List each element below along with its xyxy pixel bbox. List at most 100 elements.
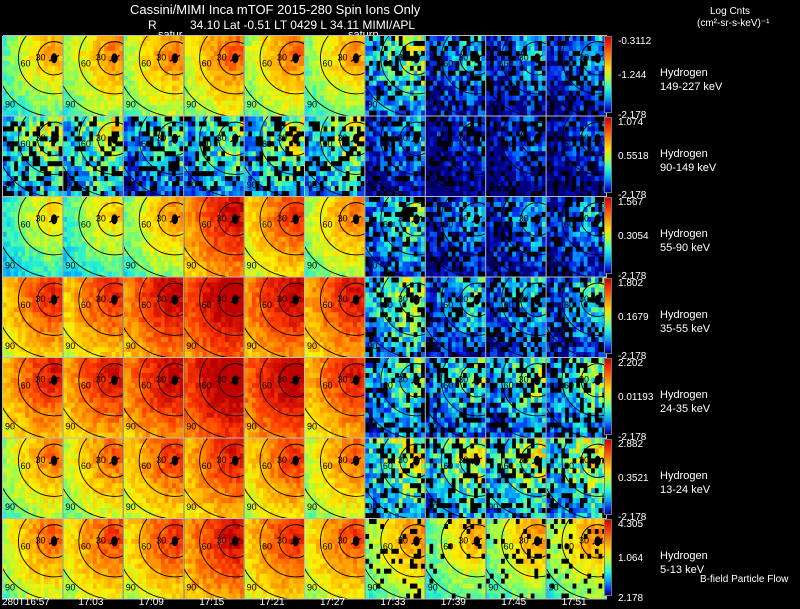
- contour-label: 90: [5, 583, 15, 593]
- contour-label: 90: [428, 502, 438, 512]
- contour-label: 90: [65, 502, 75, 512]
- contour-label: 60: [383, 300, 393, 310]
- image-panel: 30 60 90: [425, 358, 486, 438]
- contour-label: 60: [383, 541, 393, 551]
- contour-label: 60: [322, 300, 332, 310]
- contour-line: [399, 363, 425, 398]
- contour-line: [78, 116, 123, 175]
- contour-label: 30: [458, 213, 468, 223]
- contour-label: 30: [519, 52, 529, 62]
- contour-line: [459, 121, 486, 156]
- image-panel: 30 60 90: [365, 438, 425, 518]
- contour-label: 60: [564, 380, 574, 390]
- image-panel: 30 60 90: [425, 438, 486, 518]
- contour-label: 90: [186, 261, 196, 271]
- contour-line: [218, 443, 244, 478]
- contour-label: 30: [337, 535, 347, 545]
- contour-label: 90: [247, 422, 257, 432]
- contour-label: 60: [564, 139, 574, 149]
- contour-line: [440, 197, 486, 256]
- contour-label: 60: [383, 58, 393, 68]
- contour-label: 60: [20, 58, 30, 68]
- contour-label: 30: [156, 213, 166, 223]
- contour-line: [78, 358, 123, 417]
- contour-line: [459, 363, 486, 398]
- contour-label: 30: [156, 535, 166, 545]
- contour-label: 30: [458, 374, 468, 384]
- contour-label: 60: [141, 541, 151, 551]
- contour-line: [339, 41, 365, 76]
- contour-line: [380, 358, 425, 417]
- contour-line: [278, 202, 305, 237]
- contour-label: 90: [126, 100, 136, 110]
- image-panel: 30 60 90: [123, 358, 184, 438]
- contour-label: 90: [367, 422, 377, 432]
- contour-label: 30: [398, 455, 408, 465]
- image-panel: 30 60 90: [425, 277, 486, 357]
- image-panel: 30 60 90: [123, 36, 184, 116]
- scale-max-value: 2.882: [618, 438, 644, 450]
- contour-line: [278, 41, 305, 76]
- image-panel: 30 60 90: [123, 116, 184, 196]
- image-panel: 30 60 90: [305, 197, 365, 277]
- contour-label: 60: [443, 300, 453, 310]
- contour-label: 90: [65, 100, 75, 110]
- contour-label: 90: [367, 261, 377, 271]
- contour-line: [320, 197, 365, 256]
- image-panel: 30 60 90: [305, 519, 365, 599]
- contour-line: [78, 438, 123, 497]
- contour-line: [37, 443, 63, 478]
- contour-line: [399, 202, 425, 237]
- contour-line: [399, 282, 425, 317]
- image-panel: 30 60 90: [63, 438, 123, 518]
- contour-label: 90: [126, 502, 136, 512]
- contour-line: [561, 358, 606, 417]
- contour-label: 30: [458, 133, 468, 143]
- contour-label: 90: [549, 583, 559, 593]
- contour-label: 90: [65, 341, 75, 351]
- contour-line: [520, 524, 546, 559]
- contour-label: 30: [277, 535, 287, 545]
- contour-label: 90: [186, 502, 196, 512]
- contour-label: 30: [96, 52, 106, 62]
- contour-line: [199, 358, 244, 417]
- contour-line: [37, 363, 63, 398]
- title-r-label: R: [148, 18, 157, 32]
- contour-label: 60: [564, 300, 574, 310]
- species-label: Hydrogen: [660, 550, 708, 562]
- image-panel: 30 60 90: [123, 197, 184, 277]
- image-panel: 30 60 90: [486, 277, 546, 357]
- contour-label: 90: [5, 502, 15, 512]
- contour-label: 30: [398, 52, 408, 62]
- contour-line: [339, 524, 365, 559]
- contour-label: 90: [247, 180, 257, 190]
- contour-line: [561, 438, 606, 497]
- contour-label: 60: [202, 58, 212, 68]
- contour-label: 60: [564, 541, 574, 551]
- contour-line: [259, 116, 305, 175]
- contour-line: [259, 277, 305, 336]
- contour-line: [78, 36, 123, 95]
- contour-line: [339, 121, 365, 156]
- contour-label: 60: [202, 219, 212, 229]
- contour-label: 60: [443, 139, 453, 149]
- contour-line: [459, 524, 486, 559]
- contour-label: 60: [81, 139, 91, 149]
- contour-line: [520, 282, 546, 317]
- energy-range-label: 13-24 keV: [660, 483, 711, 496]
- image-panel: 30 60 90: [3, 519, 63, 599]
- contour-line: [157, 202, 184, 237]
- contour-line: [380, 116, 425, 175]
- contour-label: 60: [504, 380, 514, 390]
- contour-line: [218, 363, 244, 398]
- image-panel: 30 60 90: [63, 116, 123, 196]
- scale-max-value: 1.567: [618, 197, 644, 208]
- contour-label: 60: [141, 219, 151, 229]
- contour-label: 30: [337, 294, 347, 304]
- contour-label: 60: [383, 219, 393, 229]
- contour-label: 30: [35, 52, 45, 62]
- contour-label: 90: [186, 583, 196, 593]
- units-subtitle: (cm²-sr-s-keV)⁻¹: [697, 18, 770, 29]
- contour-line: [459, 41, 486, 76]
- contour-label: 90: [247, 100, 257, 110]
